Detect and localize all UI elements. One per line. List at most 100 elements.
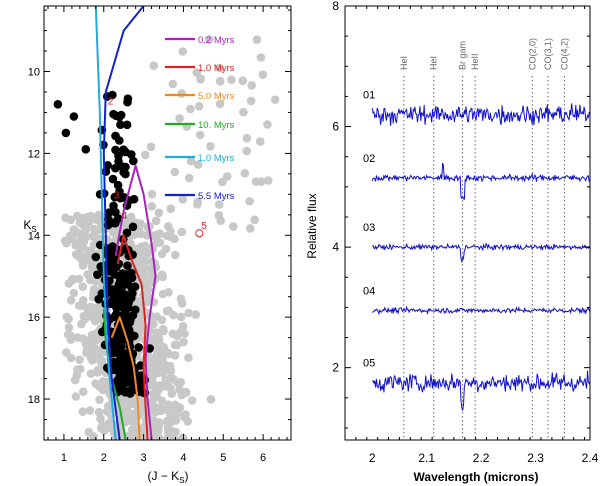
field-star-point [94, 210, 104, 220]
cluster-star-point [93, 270, 102, 280]
field-star-point [150, 402, 160, 412]
y-tick-label: 18 [28, 394, 40, 406]
field-star-point [95, 395, 104, 405]
field-star-point [89, 285, 99, 294]
field-star-point [166, 204, 176, 213]
field-star-point [195, 130, 205, 140]
field-star-point [61, 213, 70, 223]
field-star-point [158, 289, 168, 299]
field-star-point [242, 146, 252, 156]
field-star-point [163, 423, 173, 433]
field-star-point [240, 169, 250, 178]
field-star-point [255, 137, 265, 146]
field-star-point [178, 47, 188, 56]
field-star-point [79, 219, 89, 228]
field-star-point [193, 197, 202, 207]
field-star-point [167, 411, 176, 421]
field-star-point [246, 96, 256, 106]
spectrum-labels: 01 02 03 04 05 [363, 90, 375, 370]
field-star-point [170, 351, 180, 360]
x-tick-label: 4 [180, 452, 186, 464]
field-star-point [94, 334, 103, 344]
field-star-point [258, 70, 268, 79]
cluster-star-point [111, 163, 120, 173]
cluster-star-point [111, 218, 120, 227]
field-star-point [96, 414, 105, 424]
legend-label: 10. Myrs [198, 120, 235, 131]
field-star-point [186, 156, 196, 166]
field-star-point [161, 375, 171, 384]
field-star-point [66, 353, 76, 363]
field-star-point [136, 229, 146, 239]
field-star-point [164, 403, 173, 412]
field-star-point [83, 270, 93, 279]
field-star-point [191, 310, 200, 319]
field-star-point [192, 68, 201, 77]
star-id-label: 3 [114, 190, 120, 201]
field-star-point [122, 215, 132, 225]
field-star-point [171, 250, 180, 260]
cluster-star-point [124, 295, 134, 305]
field-star-point [154, 426, 163, 435]
cluster-star-point [115, 187, 124, 196]
spectral-line-markers: HeI HeI Br gam HeII CO(2,0) CO(3,1) CO(4,2) [399, 38, 569, 440]
spectrum-id-label: 02 [363, 153, 375, 165]
field-star-point [187, 396, 197, 405]
cluster-star-point [69, 112, 79, 121]
field-star-point [143, 444, 152, 453]
line-marker-label: HeII [470, 53, 480, 70]
y-tick-label: 6 [332, 120, 339, 134]
field-star-point [175, 114, 184, 123]
field-star-point [151, 216, 161, 226]
line-marker-label: CO(3,1) [543, 38, 553, 70]
field-star-point [247, 81, 256, 90]
field-star-point [177, 227, 187, 237]
field-star-point [94, 407, 104, 417]
cluster-star-point [123, 273, 133, 283]
spectrum-id-label: 01 [363, 90, 375, 102]
field-star-point [170, 167, 180, 177]
x-tick-label: 5 [220, 452, 226, 464]
y-tick-label: 4 [332, 240, 339, 254]
field-star-point [64, 323, 74, 332]
field-star-point [101, 385, 111, 395]
field-star-point [242, 133, 252, 143]
legend-label: 0.2 Myrs [198, 35, 235, 46]
field-star-point [158, 324, 168, 334]
field-star-point [79, 387, 88, 397]
spectrum-line [372, 242, 590, 264]
cluster-star-point [122, 120, 132, 130]
field-star-point [72, 211, 82, 221]
field-star-point [86, 369, 96, 379]
field-star-point [69, 225, 79, 234]
field-star-point [60, 236, 70, 245]
y-tick-label: 2 [332, 361, 339, 375]
field-star-point [74, 274, 84, 284]
field-star-point [158, 272, 168, 282]
cluster-star-point [116, 302, 125, 312]
field-star-point [168, 79, 178, 89]
field-star-point [132, 256, 142, 266]
field-star-point [238, 76, 248, 86]
cluster-star-point [81, 145, 91, 154]
cluster-star-point [53, 100, 63, 109]
field-star-point [252, 35, 262, 44]
y-tick-label: 12 [28, 148, 40, 160]
y-tick-label: 14 [28, 230, 40, 242]
field-star-point [184, 308, 193, 318]
x-tick-label: 1 [61, 452, 67, 464]
cluster-star-point [101, 167, 111, 176]
field-star-point [64, 314, 73, 324]
field-star-point [250, 215, 259, 225]
field-star-point [180, 412, 189, 422]
field-star-point [184, 173, 194, 183]
field-star-point [107, 443, 116, 452]
cluster-star-point [123, 94, 133, 103]
field-star-point [69, 288, 79, 298]
cluster-star-point [105, 267, 115, 276]
field-star-point [215, 63, 224, 73]
field-star-point [184, 443, 193, 452]
field-star-point [154, 208, 164, 218]
spectrum-line [371, 103, 590, 126]
